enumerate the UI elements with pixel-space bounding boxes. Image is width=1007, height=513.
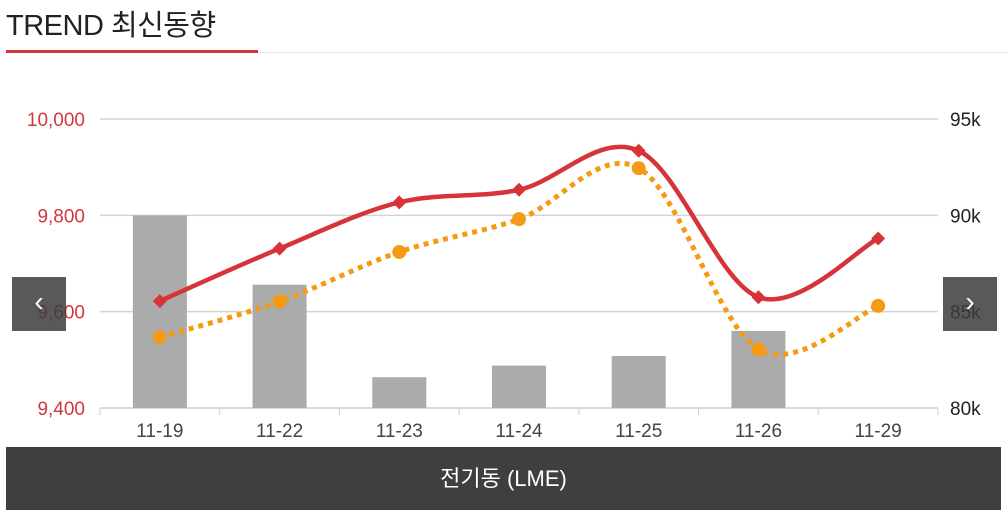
circle-marker	[751, 342, 766, 357]
title-underline	[6, 50, 258, 53]
title-divider	[258, 52, 1007, 53]
x-tick-label: 11-29	[855, 421, 902, 442]
y-right-tick-label: 95k	[950, 110, 981, 131]
diamond-marker	[751, 290, 766, 305]
circle-marker	[512, 212, 526, 227]
chevron-right-icon: ›	[965, 286, 975, 317]
diamond-marker	[631, 143, 646, 158]
circle-marker	[631, 161, 646, 176]
x-tick-label: 11-22	[256, 421, 303, 442]
next-arrow-button[interactable]: ›	[943, 277, 997, 331]
volume-bar	[372, 377, 427, 408]
page-title: TREND 최신동향	[6, 10, 216, 42]
diamond-marker	[152, 294, 167, 309]
prev-arrow-button[interactable]: ‹	[12, 277, 66, 331]
metal-name-label: 전기동 (LME)	[6, 447, 1001, 510]
x-tick-label: 11-26	[735, 421, 782, 442]
circle-marker	[392, 244, 407, 259]
diamond-marker	[512, 182, 526, 197]
x-tick-label: 11-19	[136, 421, 183, 442]
circle-marker	[871, 298, 886, 313]
x-tick-label: 11-25	[615, 421, 662, 442]
x-tick-label: 11-23	[376, 421, 423, 442]
diamond-marker	[272, 241, 287, 256]
diamond-marker	[871, 231, 886, 246]
chevron-left-icon: ‹	[34, 286, 44, 317]
y-left-tick-label: 10,000	[27, 110, 85, 131]
diamond-marker	[392, 195, 407, 210]
circle-marker	[152, 330, 167, 345]
y-right-tick-label: 80k	[950, 399, 981, 420]
y-left-tick-label: 9,400	[37, 399, 85, 420]
volume-bar	[611, 355, 666, 408]
circle-marker	[272, 294, 287, 309]
x-tick-label: 11-24	[495, 421, 543, 442]
volume-bar	[132, 215, 187, 408]
y-right-tick-label: 90k	[950, 206, 981, 227]
y-left-tick-label: 9,800	[37, 206, 85, 227]
volume-bar	[492, 365, 546, 408]
